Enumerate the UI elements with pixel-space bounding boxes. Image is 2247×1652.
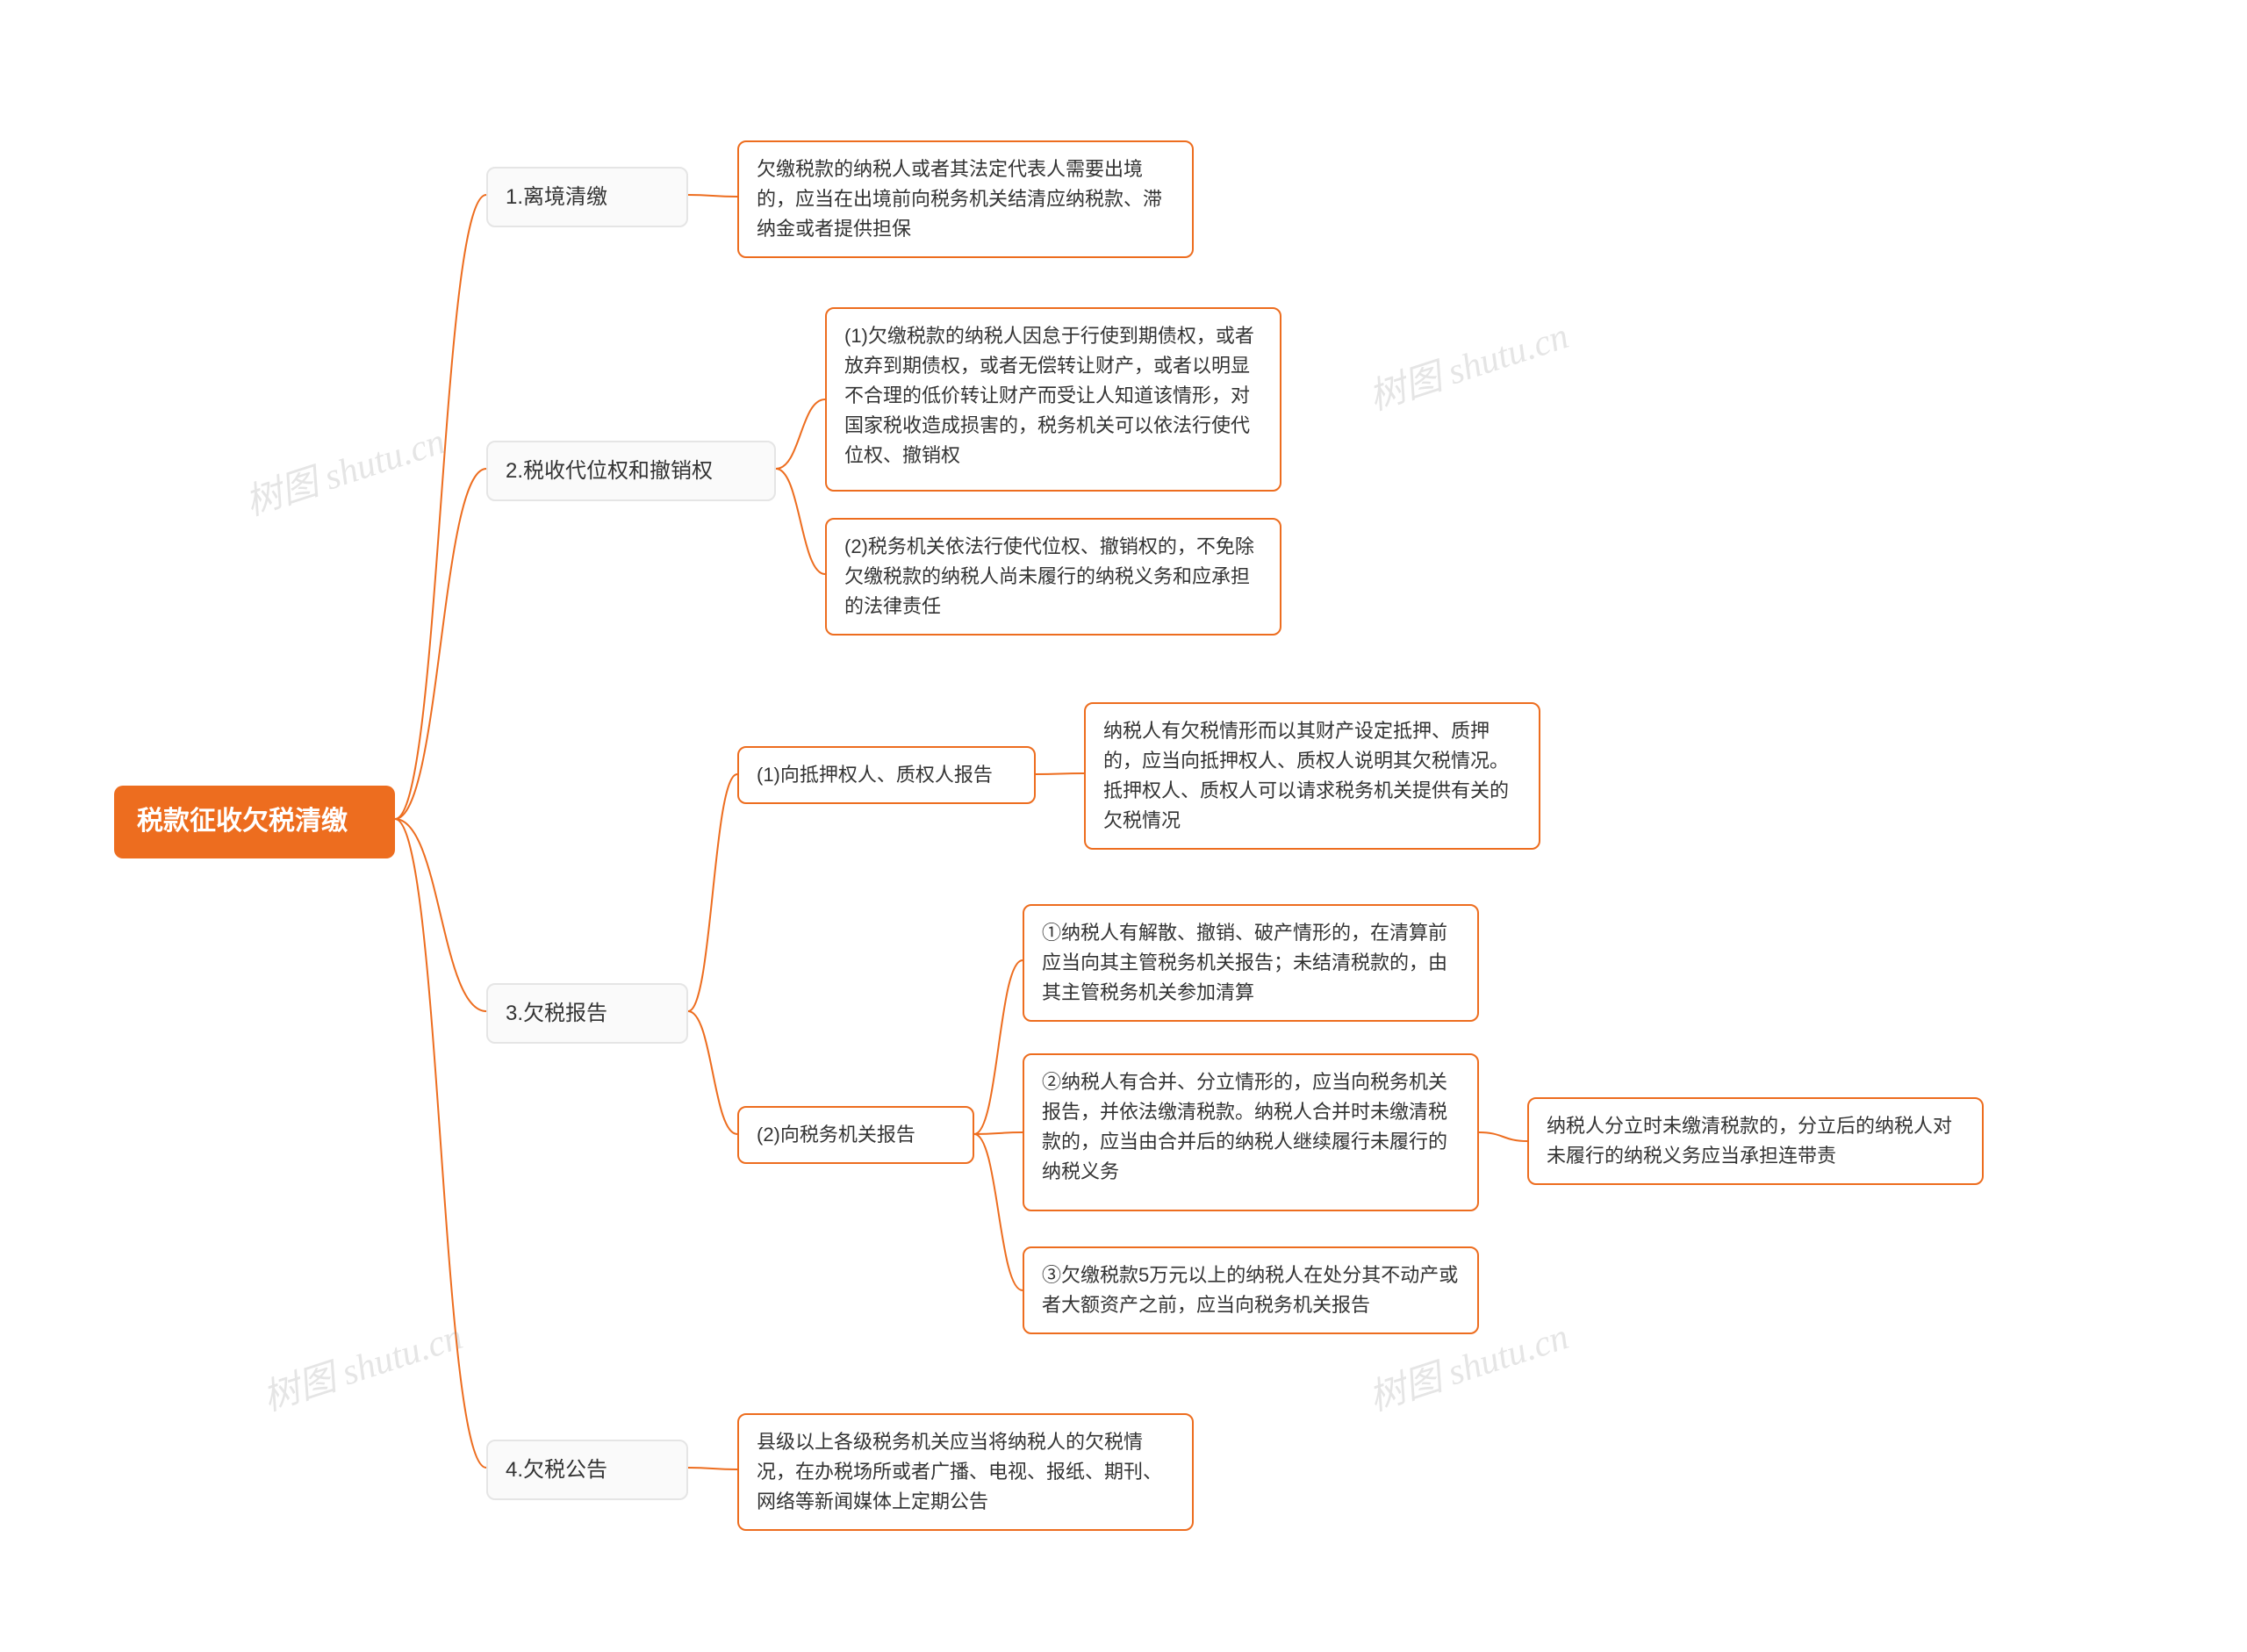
node-b1: 1.离境清缴 — [486, 167, 688, 227]
node-l1: 欠缴税款的纳税人或者其法定代表人需要出境的，应当在出境前向税务机关结清应纳税款、… — [737, 140, 1194, 258]
node-l3b2: ②纳税人有合并、分立情形的，应当向税务机关报告，并依法缴清税款。纳税人合并时未缴… — [1023, 1053, 1479, 1211]
edge-b4-l4 — [688, 1468, 737, 1469]
node-l3b2x: 纳税人分立时未缴清税款的，分立后的纳税人对未履行的纳税义务应当承担连带责 — [1527, 1097, 1984, 1185]
edge-b3-b3a — [688, 774, 737, 1011]
edge-b2-l2b — [776, 469, 825, 574]
edge-b3a-l3a — [1036, 773, 1084, 774]
edge-b3b-l3b1 — [974, 960, 1023, 1134]
node-root: 税款征收欠税清缴 — [114, 786, 395, 858]
node-l2b: (2)税务机关依法行使代位权、撤销权的，不免除欠缴税款的纳税人尚未履行的纳税义务… — [825, 518, 1281, 636]
edge-root-b1 — [395, 195, 486, 819]
node-b3b: (2)向税务机关报告 — [737, 1106, 974, 1164]
node-l3b1: ①纳税人有解散、撤销、破产情形的，在清算前应当向其主管税务机关报告；未结清税款的… — [1023, 904, 1479, 1022]
node-b4: 4.欠税公告 — [486, 1440, 688, 1500]
edge-root-b2 — [395, 469, 486, 819]
watermark: 树图 shutu.cn — [255, 1307, 469, 1422]
node-b3: 3.欠税报告 — [486, 983, 688, 1044]
edge-b1-l1 — [688, 195, 737, 197]
edge-b3b-l3b2 — [974, 1132, 1023, 1134]
edge-root-b3 — [395, 819, 486, 1011]
node-b2: 2.税收代位权和撤销权 — [486, 441, 776, 501]
node-l3a: 纳税人有欠税情形而以其财产设定抵押、质押的，应当向抵押权人、质权人说明其欠税情况… — [1084, 702, 1540, 850]
node-b3a: (1)向抵押权人、质权人报告 — [737, 746, 1036, 804]
edge-l3b2-l3b2x — [1479, 1132, 1527, 1141]
edge-root-b4 — [395, 819, 486, 1468]
edge-b2-l2a — [776, 399, 825, 469]
watermark: 树图 shutu.cn — [1361, 306, 1575, 421]
mindmap-canvas: 税款征收欠税清缴 1.离境清缴 2.税收代位权和撤销权 3.欠税报告 4.欠税公告 欠缴税… — [0, 0, 2247, 1652]
node-l2a: (1)欠缴税款的纳税人因怠于行使到期债权，或者放弃到期债权，或者无偿转让财产，或… — [825, 307, 1281, 492]
watermark: 树图 shutu.cn — [238, 412, 451, 527]
edge-b3b-l3b3 — [974, 1134, 1023, 1290]
node-l4: 县级以上各级税务机关应当将纳税人的欠税情况，在办税场所或者广播、电视、报纸、期刊… — [737, 1413, 1194, 1531]
node-l3b3: ③欠缴税款5万元以上的纳税人在处分其不动产或者大额资产之前，应当向税务机关报告 — [1023, 1246, 1479, 1334]
edge-b3-b3b — [688, 1011, 737, 1134]
